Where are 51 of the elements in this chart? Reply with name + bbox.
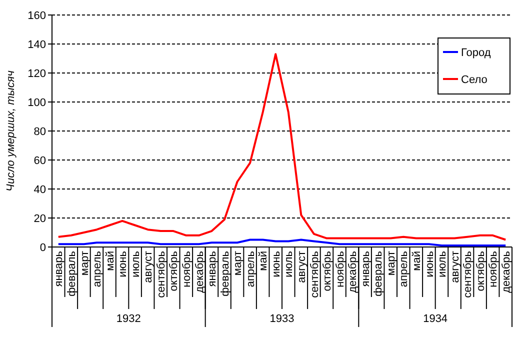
x-tick-label: декабрь [347,250,360,293]
y-axis-title: Число умерших, тысяч [5,70,17,192]
x-tick-label: октябрь [322,250,334,292]
x-tick-label: май [411,251,424,271]
y-tick-label: 60 [34,154,46,167]
x-tick-label: июнь [270,250,282,278]
x-tick-label: февраль [219,250,232,296]
legend-label: Город [461,46,492,59]
x-tick-label: июнь [424,250,436,278]
x-tick-label: июнь [117,250,130,278]
text: 1932 [116,313,141,325]
y-tick-label: 100 [28,96,46,109]
x-tick-label: октябрь [168,250,180,292]
x-tick-label: апрель [244,250,257,288]
x-tick-label: август [296,251,308,283]
x-tick-label: март [385,251,398,276]
x-tick-label: май [258,251,270,271]
x-tick-label: февраль [66,250,78,296]
y-tick-label: 40 [34,184,46,196]
x-tick-label: апрель [92,250,104,288]
y-tick-label: 140 [28,38,46,51]
x-tick-label: март [232,251,244,276]
x-tick-label: январь [53,250,66,287]
x-tick-label: сентябрь [462,250,474,298]
x-tick-label: апрель [398,250,410,288]
x-tick-label: сентябрь [308,250,321,298]
x-tick-label: май [104,251,116,271]
x-tick-label: ноябрь [334,250,346,288]
x-tick-label: август [142,251,155,283]
x-tick-label: декабрь [500,250,512,293]
y-tick-label: 120 [28,68,46,80]
x-tick-label: июль [283,250,296,278]
x-tick-label: ноябрь [181,250,194,288]
x-tick-label: январь [360,250,372,287]
text: 1933 [270,313,294,325]
x-tick-label: сентябрь [155,250,168,298]
y-tick-label: 20 [34,212,46,225]
x-tick-label: январь [206,250,219,287]
x-tick-label: декабрь [194,250,206,293]
x-tick-label: август [449,251,462,283]
x-tick-label: октябрь [474,250,487,292]
x-tick-label: февраль [372,250,385,296]
y-tick-label: 80 [34,126,46,138]
legend-label: Село [461,74,488,86]
x-tick-label: ноябрь [488,250,500,288]
x-tick-label: июль [130,250,142,278]
x-tick-label: март [78,251,91,276]
y-tick-label: 0 [40,242,46,254]
x-tick-label: июль [436,250,449,278]
text: 1934 [423,313,448,325]
y-tick-label: 160 [28,10,46,22]
